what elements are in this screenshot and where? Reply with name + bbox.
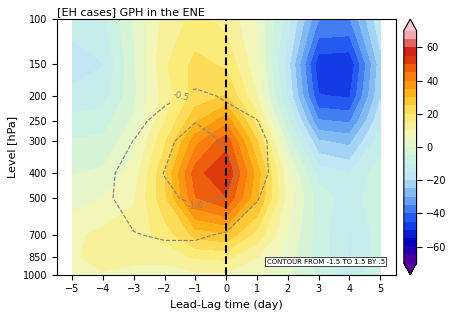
PathPatch shape xyxy=(404,263,417,275)
Text: [EH cases] GPH in the ENE: [EH cases] GPH in the ENE xyxy=(57,7,204,17)
PathPatch shape xyxy=(404,19,417,31)
Y-axis label: Level [hPa]: Level [hPa] xyxy=(7,116,17,178)
X-axis label: Lead-Lag time (day): Lead-Lag time (day) xyxy=(170,300,283,310)
Text: CONTOUR FROM -1.5 TO 1.5 BY .5: CONTOUR FROM -1.5 TO 1.5 BY .5 xyxy=(267,259,385,265)
Text: -0.5: -0.5 xyxy=(172,90,190,102)
Text: -1.0: -1.0 xyxy=(187,201,204,211)
